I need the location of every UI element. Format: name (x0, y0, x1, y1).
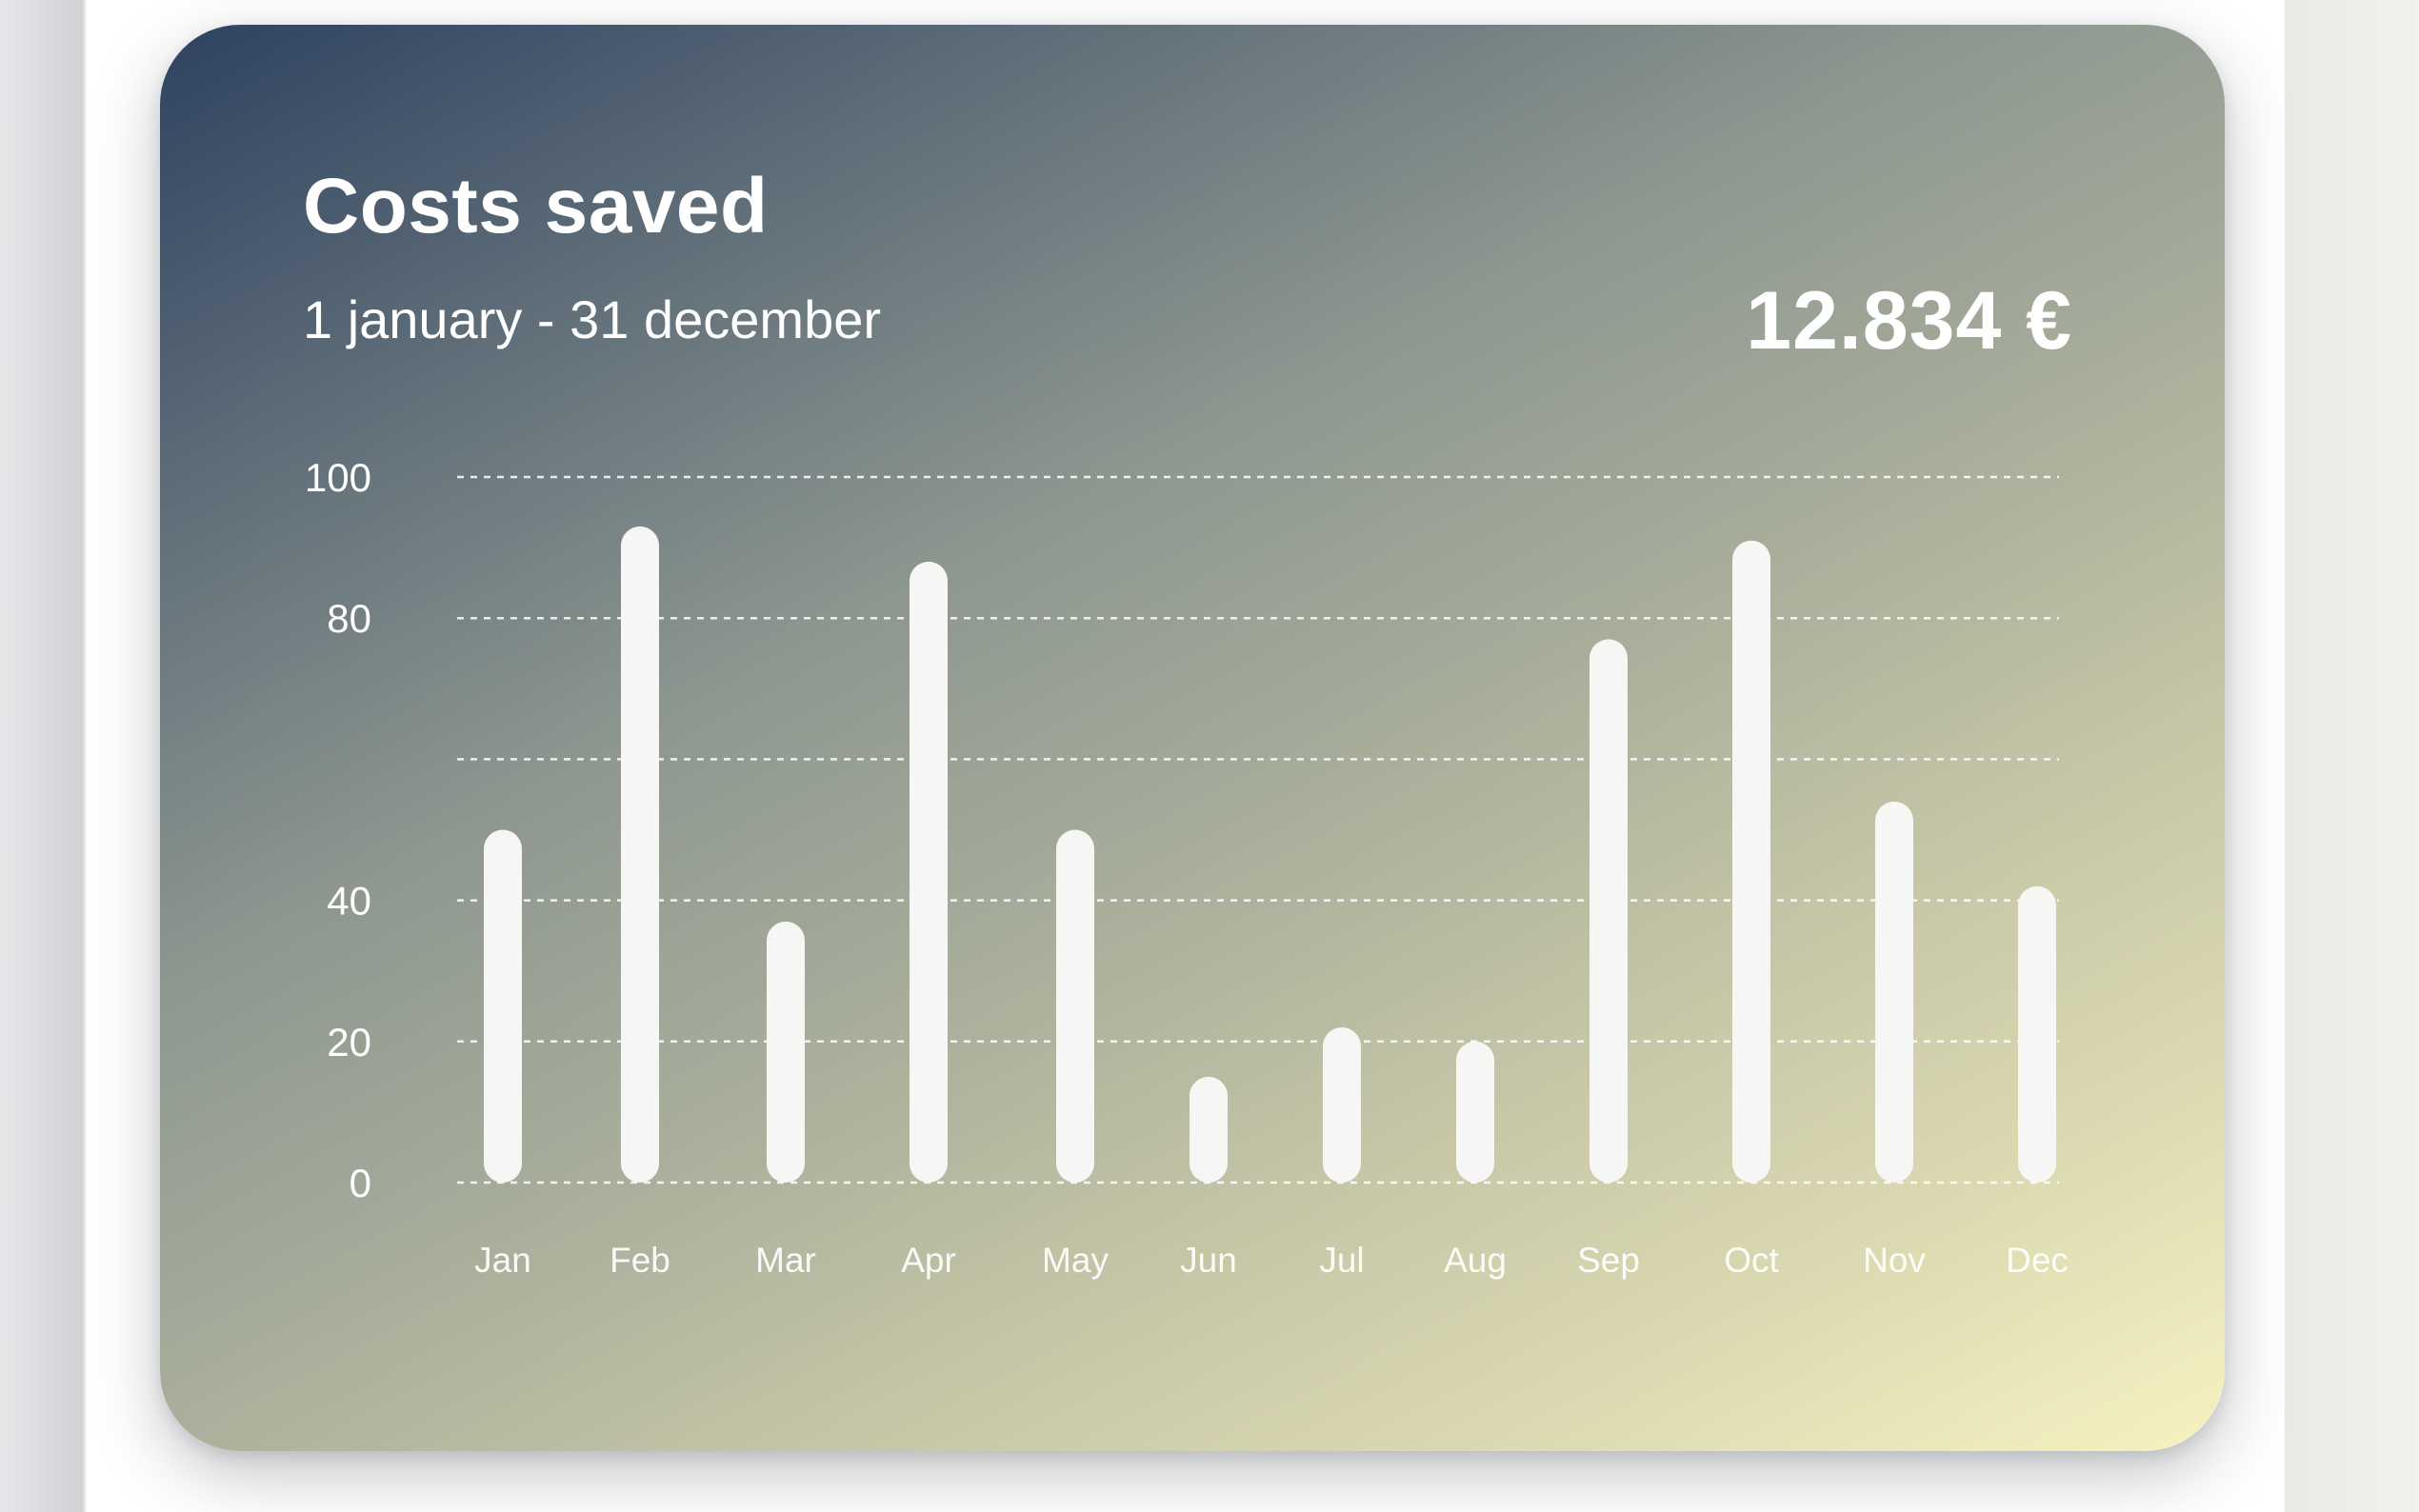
y-tick-label: 20 (327, 1020, 371, 1064)
bar-jul (1323, 1026, 1361, 1183)
x-tick-label: Jun (1180, 1241, 1237, 1280)
bar-dec (2018, 885, 2056, 1183)
x-tick-label: Aug (1444, 1241, 1507, 1280)
bar-nov (1875, 801, 1913, 1183)
x-tick-label: Apr (901, 1241, 956, 1280)
y-tick-label: 40 (327, 879, 371, 924)
card-title: Costs saved (303, 163, 769, 249)
y-axis-ticks: 0 20 40 80 100 (305, 455, 371, 1205)
bar-oct (1732, 540, 1770, 1183)
y-tick-label: 80 (327, 596, 371, 641)
x-tick-label: Jan (474, 1241, 531, 1280)
bar-aug (1456, 1041, 1494, 1183)
bar-sep (1589, 639, 1628, 1183)
bar-jun (1190, 1076, 1228, 1183)
total-amount: 12.834 € (1746, 275, 2072, 367)
chart-bars (484, 526, 2056, 1183)
bar-jan (484, 829, 522, 1183)
bar-mar (767, 921, 805, 1183)
bar-may (1056, 829, 1094, 1183)
x-tick-label: Dec (2006, 1241, 2069, 1280)
y-tick-label: 0 (350, 1161, 371, 1205)
bar-feb (621, 526, 659, 1183)
x-axis-ticks: Jan Feb Mar Apr May Jun Jul Aug Sep Oct Nov Dec (474, 1241, 2069, 1280)
costs-saved-card: Costs saved 1 january - 31 december 12.8… (160, 25, 2225, 1451)
date-range-label: 1 january - 31 december (303, 289, 882, 349)
chart-gridlines (457, 475, 2059, 1184)
x-tick-label: Nov (1863, 1241, 1926, 1280)
x-tick-label: Feb (610, 1241, 670, 1280)
x-tick-label: May (1042, 1241, 1109, 1280)
bar-apr (910, 561, 948, 1183)
costs-bar-chart: 0 20 40 80 100 Jan Feb Mar Apr May Jun Jul Aug Sep Oc… (305, 455, 2069, 1280)
x-tick-label: Jul (1319, 1241, 1364, 1280)
x-tick-label: Sep (1577, 1241, 1640, 1280)
x-tick-label: Oct (1724, 1241, 1779, 1280)
x-tick-label: Mar (755, 1241, 816, 1280)
y-tick-label: 100 (305, 455, 371, 500)
